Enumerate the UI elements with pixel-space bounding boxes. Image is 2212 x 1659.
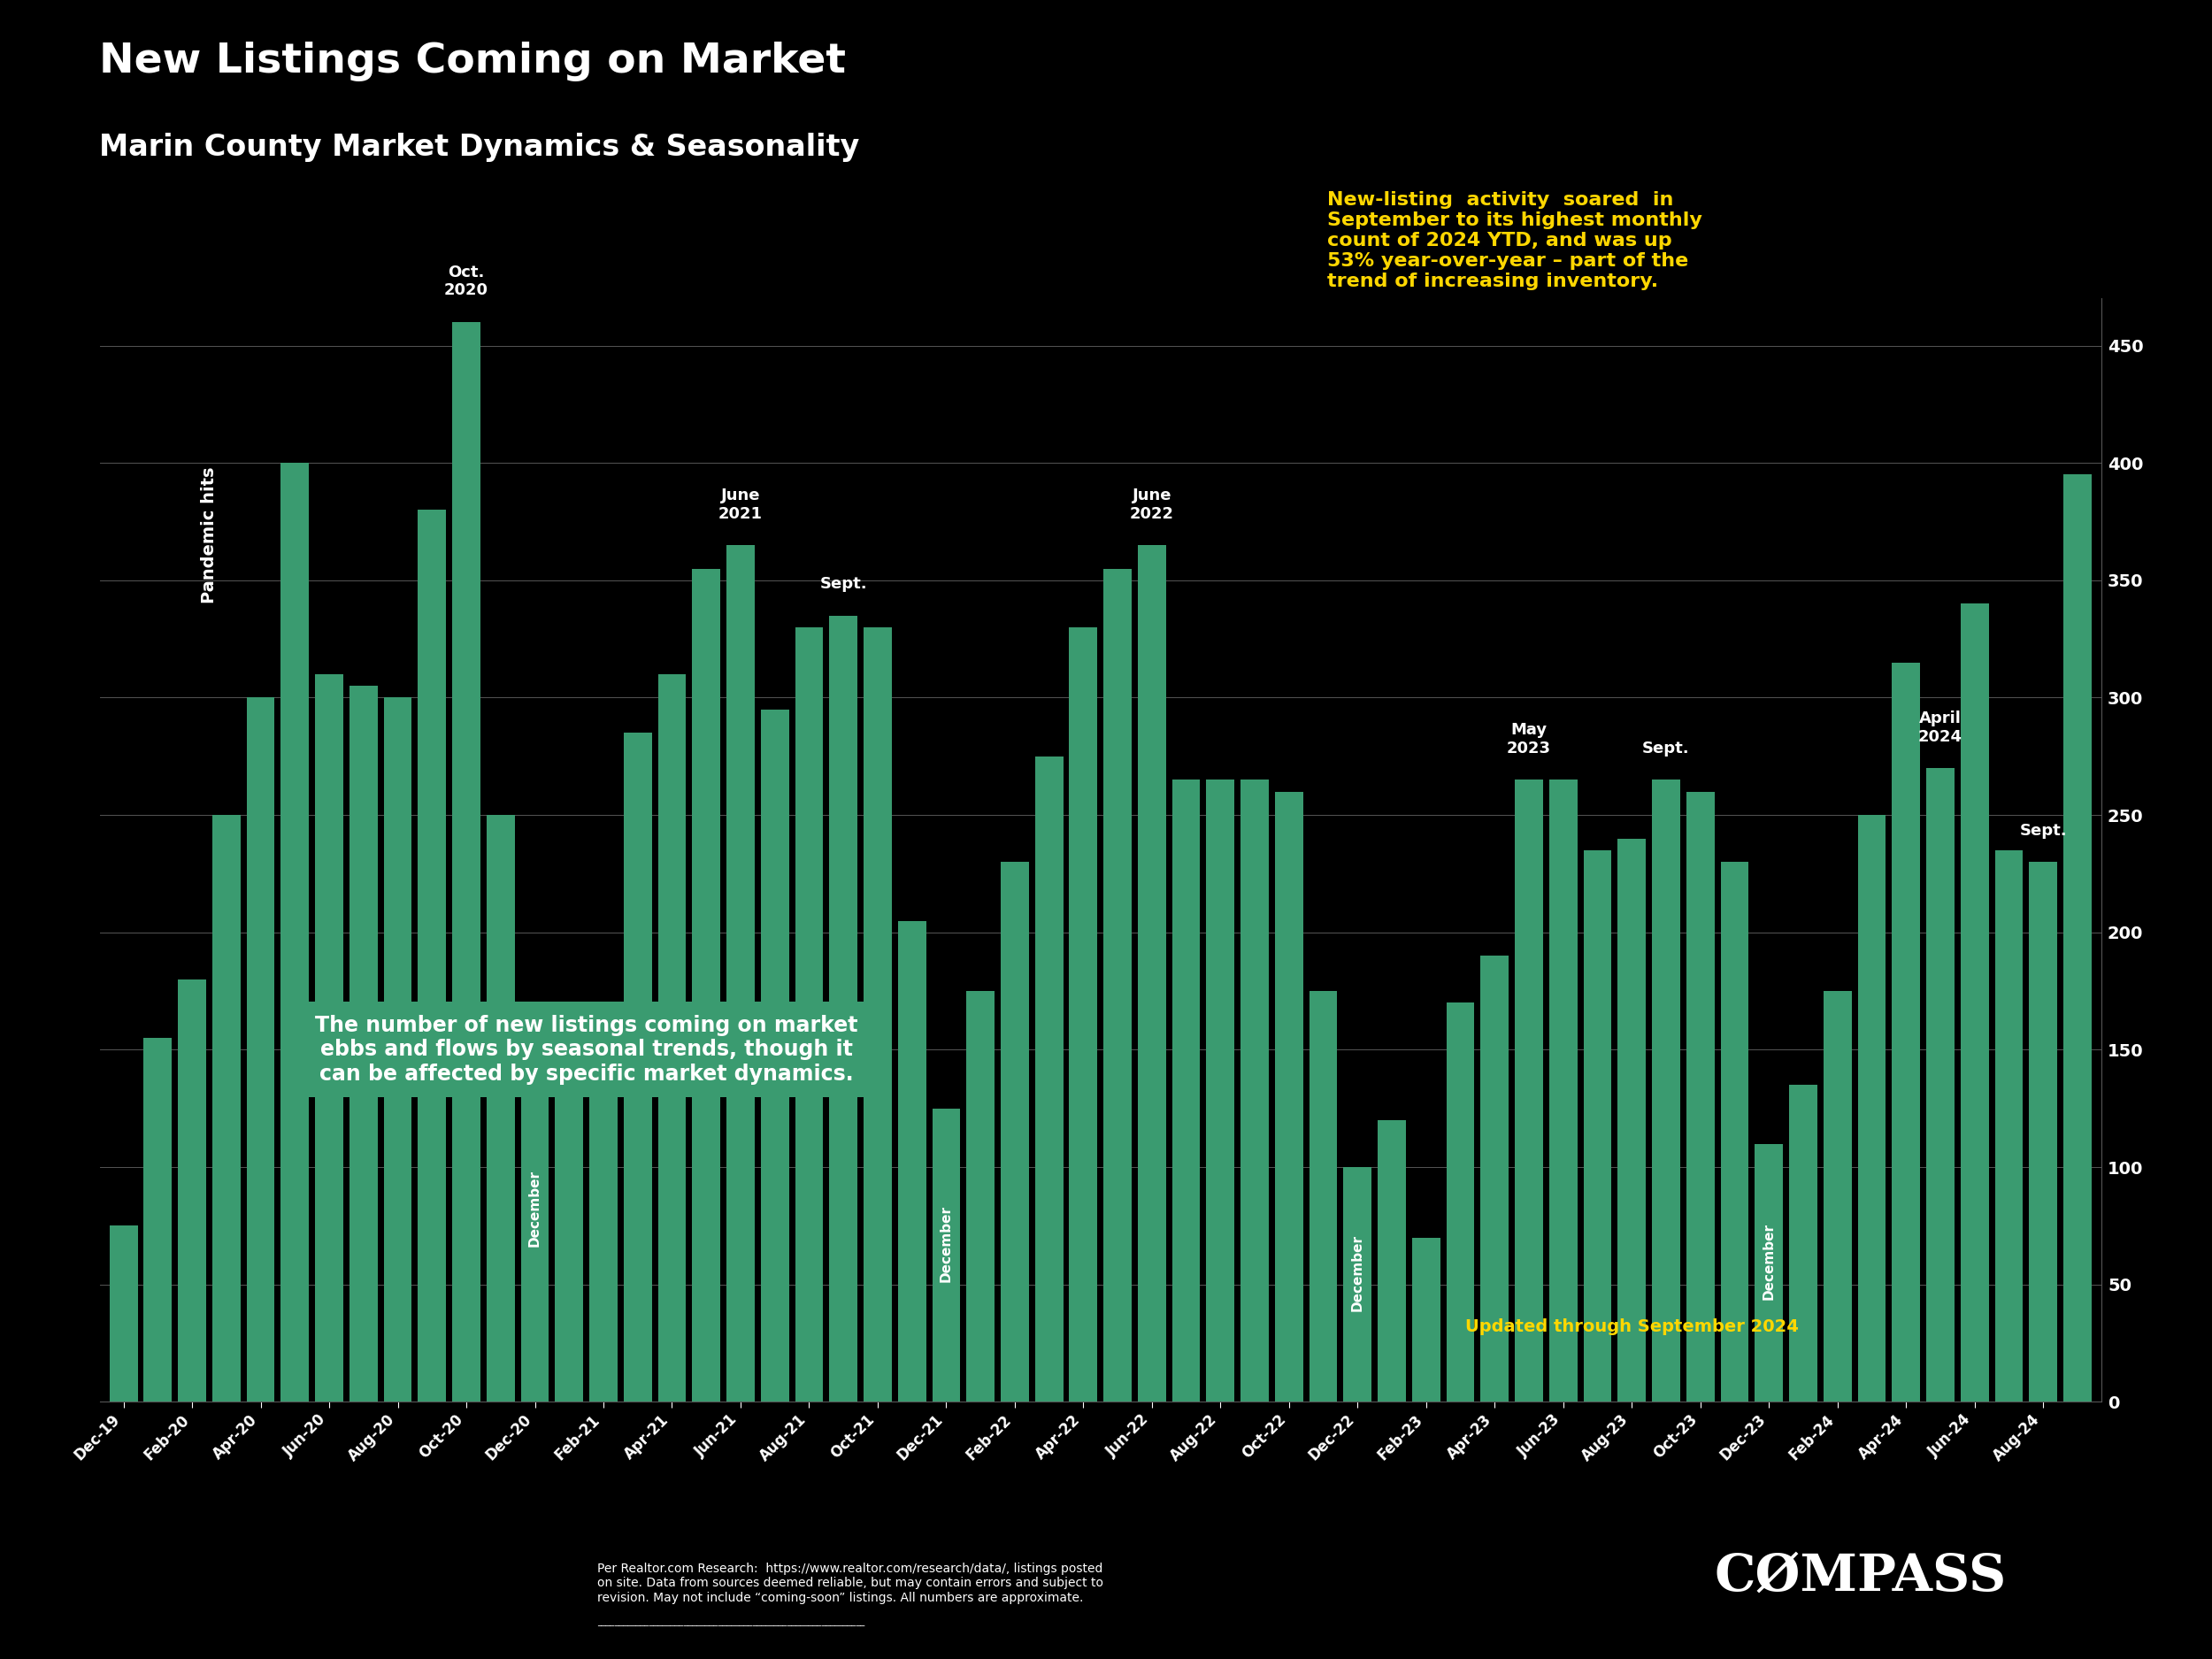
Text: June
2022: June 2022: [1130, 488, 1175, 521]
Text: December: December: [529, 1170, 542, 1246]
Bar: [487, 815, 515, 1402]
Bar: [281, 463, 310, 1402]
Bar: [1652, 780, 1681, 1402]
Text: New Listings Coming on Market: New Listings Coming on Market: [100, 41, 847, 81]
Bar: [1995, 849, 2024, 1402]
Bar: [349, 685, 378, 1402]
Text: April
2024: April 2024: [1918, 710, 1962, 745]
Bar: [1686, 791, 1714, 1402]
Text: Oct.
2020: Oct. 2020: [445, 264, 489, 299]
Bar: [863, 627, 891, 1402]
Bar: [1617, 838, 1646, 1402]
Text: CØMPASS: CØMPASS: [1714, 1551, 2006, 1601]
Text: December: December: [1763, 1223, 1776, 1299]
Bar: [1068, 627, 1097, 1402]
Bar: [657, 674, 686, 1402]
Bar: [1035, 757, 1064, 1402]
Bar: [692, 569, 721, 1402]
Bar: [1206, 780, 1234, 1402]
Bar: [1584, 849, 1613, 1402]
Bar: [2028, 863, 2057, 1402]
Bar: [1790, 1085, 1818, 1402]
Bar: [931, 1108, 960, 1402]
Bar: [1447, 1002, 1475, 1402]
Bar: [1411, 1238, 1440, 1402]
Bar: [418, 509, 447, 1402]
Bar: [246, 698, 274, 1402]
Bar: [108, 1226, 137, 1402]
Bar: [1823, 990, 1851, 1402]
Text: ______________________________________________________________: ________________________________________…: [597, 1618, 865, 1626]
Text: Sept.: Sept.: [821, 576, 867, 592]
Bar: [177, 979, 206, 1402]
Bar: [1960, 604, 1989, 1402]
Bar: [555, 1039, 584, 1402]
Bar: [726, 546, 754, 1402]
Bar: [451, 322, 480, 1402]
Bar: [1137, 546, 1166, 1402]
Bar: [1927, 768, 1955, 1402]
Bar: [794, 627, 823, 1402]
Text: Sept.: Sept.: [1641, 740, 1690, 757]
Text: Sept.: Sept.: [2020, 823, 2066, 838]
Bar: [1721, 863, 1750, 1402]
Bar: [383, 698, 411, 1402]
Text: June
2021: June 2021: [719, 488, 763, 521]
Bar: [1378, 1120, 1407, 1402]
Bar: [2064, 474, 2093, 1402]
Bar: [1310, 990, 1338, 1402]
Bar: [212, 815, 241, 1402]
Text: Per Realtor.com Research:  https://www.realtor.com/research/data/, listings post: Per Realtor.com Research: https://www.re…: [597, 1563, 1104, 1604]
Text: December: December: [940, 1204, 953, 1282]
Bar: [761, 710, 790, 1402]
Text: Marin County Market Dynamics & Seasonality: Marin County Market Dynamics & Seasonali…: [100, 133, 860, 163]
Bar: [1274, 791, 1303, 1402]
Bar: [1548, 780, 1577, 1402]
Bar: [1754, 1143, 1783, 1402]
Bar: [144, 1039, 173, 1402]
Bar: [898, 921, 927, 1402]
Text: The number of new listings coming on market
ebbs and flows by seasonal trends, t: The number of new listings coming on mar…: [314, 1015, 858, 1085]
Bar: [967, 990, 995, 1402]
Bar: [1104, 569, 1133, 1402]
Bar: [1241, 780, 1270, 1402]
Bar: [624, 733, 653, 1402]
Bar: [1858, 815, 1887, 1402]
Bar: [1172, 780, 1201, 1402]
Bar: [1515, 780, 1544, 1402]
Bar: [1480, 956, 1509, 1402]
Bar: [520, 1039, 549, 1402]
Bar: [1891, 662, 1920, 1402]
Text: Updated through September 2024: Updated through September 2024: [1464, 1319, 1798, 1335]
Text: May
2023: May 2023: [1506, 722, 1551, 757]
Text: Pandemic hits: Pandemic hits: [201, 468, 217, 604]
Bar: [1343, 1168, 1371, 1402]
Bar: [588, 1039, 617, 1402]
Bar: [1000, 863, 1029, 1402]
Bar: [314, 674, 343, 1402]
Text: New-listing  activity  soared  in
September to its highest monthly
count of 2024: New-listing activity soared in September…: [1327, 191, 1703, 290]
Text: December: December: [1352, 1234, 1365, 1311]
Bar: [830, 615, 858, 1402]
